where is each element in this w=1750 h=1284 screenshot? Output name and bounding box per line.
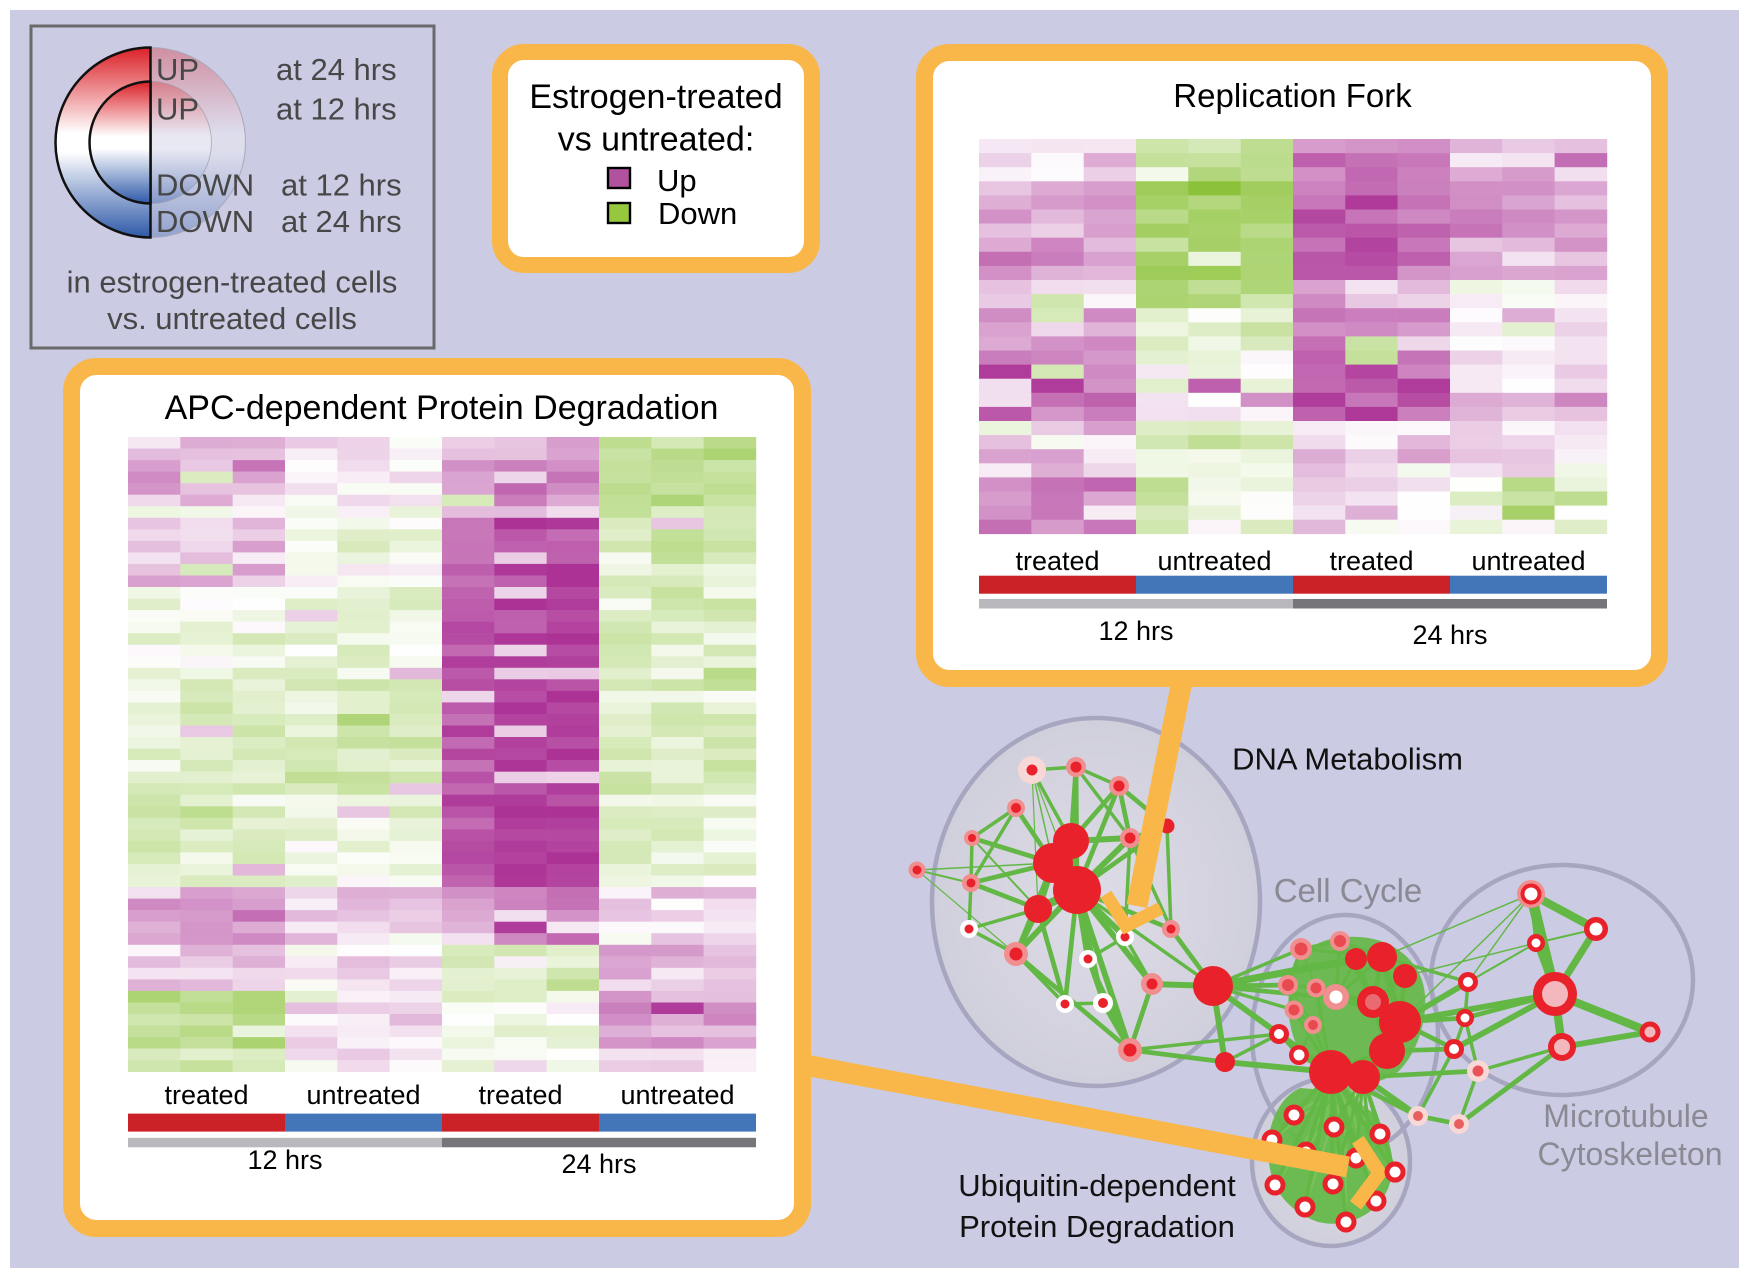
- svg-text:untreated: untreated: [306, 1080, 420, 1110]
- svg-text:Cytoskeleton: Cytoskeleton: [1538, 1136, 1723, 1172]
- svg-text:Cell Cycle: Cell Cycle: [1274, 872, 1423, 909]
- svg-text:at 12 hrs: at 12 hrs: [276, 92, 397, 127]
- svg-text:DNA Metabolism: DNA Metabolism: [1232, 742, 1463, 777]
- svg-text:treated: treated: [164, 1080, 248, 1110]
- svg-text:Microtubule: Microtubule: [1543, 1098, 1708, 1134]
- svg-text:Estrogen-treated: Estrogen-treated: [529, 78, 782, 116]
- svg-text:24 hrs: 24 hrs: [561, 1149, 636, 1179]
- svg-text:at 24 hrs: at 24 hrs: [281, 204, 402, 239]
- svg-text:APC-dependent Protein Degradat: APC-dependent Protein Degradation: [165, 389, 719, 427]
- svg-text:12 hrs: 12 hrs: [247, 1145, 322, 1175]
- svg-text:UP: UP: [156, 92, 199, 127]
- svg-text:treated: treated: [1329, 546, 1413, 576]
- svg-text:in estrogen-treated cells: in estrogen-treated cells: [67, 265, 398, 300]
- svg-text:24 hrs: 24 hrs: [1412, 620, 1487, 650]
- svg-text:vs. untreated cells: vs. untreated cells: [107, 301, 357, 336]
- svg-text:12 hrs: 12 hrs: [1098, 616, 1173, 646]
- svg-text:at 12 hrs: at 12 hrs: [281, 168, 402, 203]
- svg-text:DOWN: DOWN: [156, 204, 254, 239]
- svg-text:Down: Down: [658, 196, 737, 231]
- svg-text:Ubiquitin-dependent: Ubiquitin-dependent: [958, 1168, 1236, 1203]
- svg-text:untreated: untreated: [620, 1080, 734, 1110]
- svg-text:Protein Degradation: Protein Degradation: [959, 1209, 1235, 1244]
- svg-text:DOWN: DOWN: [156, 168, 254, 203]
- svg-text:untreated: untreated: [1471, 546, 1585, 576]
- svg-text:UP: UP: [156, 52, 199, 87]
- svg-text:at 24 hrs: at 24 hrs: [276, 52, 397, 87]
- svg-text:treated: treated: [1015, 546, 1099, 576]
- svg-text:treated: treated: [478, 1080, 562, 1110]
- svg-text:Up: Up: [657, 163, 697, 198]
- svg-text:Replication Fork: Replication Fork: [1173, 77, 1412, 114]
- svg-text:vs untreated:: vs untreated:: [558, 121, 755, 159]
- svg-text:untreated: untreated: [1157, 546, 1271, 576]
